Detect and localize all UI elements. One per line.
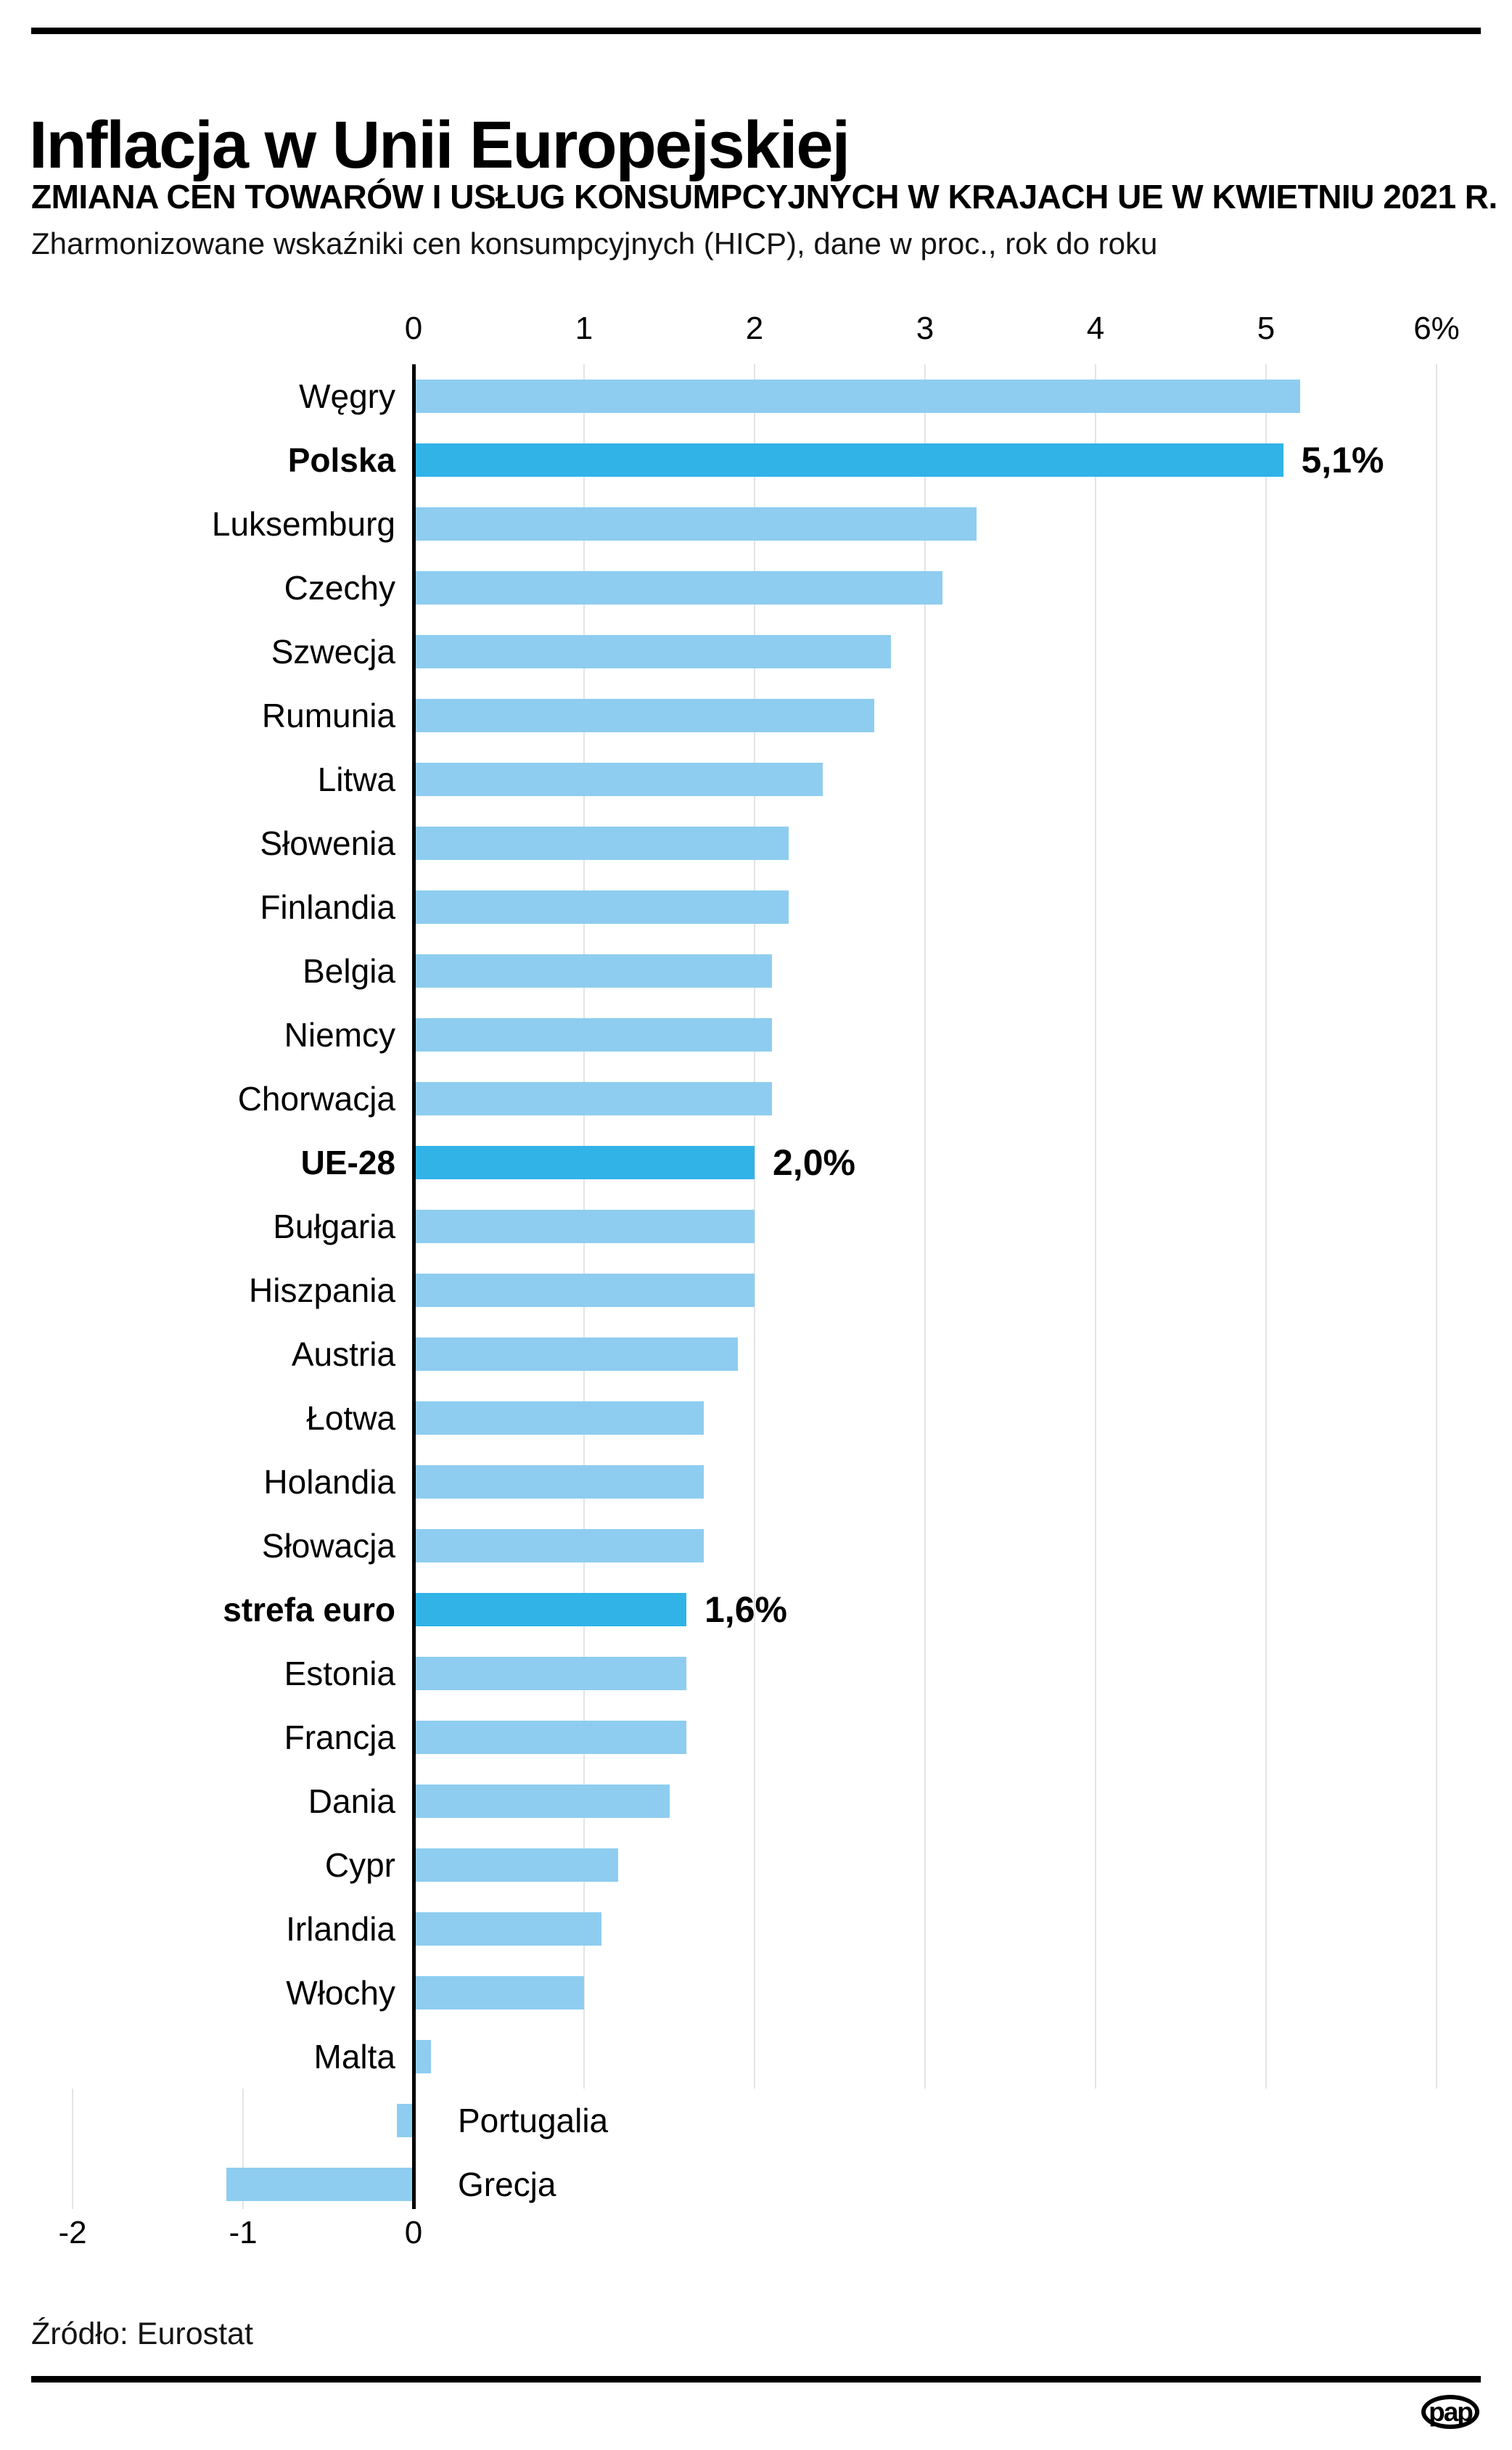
bar: [414, 827, 789, 860]
page-title: Inflacja w Unii Europejskiej: [29, 107, 850, 182]
category-label: Belgia: [303, 952, 395, 990]
category-label: Chorwacja: [237, 1080, 395, 1118]
category-label: Dania: [308, 1782, 395, 1820]
bar: [414, 1465, 704, 1499]
category-label: Malta: [313, 2038, 395, 2076]
category-label: Niemcy: [284, 1016, 395, 1054]
category-label: Finlandia: [260, 888, 395, 926]
axis-tick-label-top: 3: [916, 311, 934, 346]
category-label: Węgry: [299, 377, 395, 415]
bottom-rule: [31, 2376, 1481, 2383]
chart-gridline: [242, 2089, 244, 2209]
category-label: Czechy: [284, 569, 395, 607]
bar: [414, 1848, 618, 1882]
bar: [414, 1146, 755, 1179]
pap-logo: pap: [1421, 2395, 1479, 2429]
bar: [414, 443, 1283, 477]
chart-gridline: [1265, 364, 1267, 2089]
category-label: Włochy: [286, 1974, 395, 2012]
category-label: UE-28: [300, 1144, 395, 1181]
page-subtitle-caps: ZMIANA CEN TOWARÓW I USŁUG KONSUMPCYJNYC…: [31, 178, 1497, 216]
axis-tick-label-top: 6%: [1413, 311, 1460, 346]
bar: [414, 635, 891, 668]
top-rule: [31, 28, 1481, 34]
category-label: Grecja: [458, 2166, 556, 2203]
axis-tick-label-top: 2: [745, 311, 764, 346]
category-label: Hiszpania: [249, 1271, 395, 1309]
pap-logo-text: pap: [1429, 2397, 1474, 2427]
bar: [414, 1274, 755, 1307]
bar-value-label: 2,0%: [773, 1142, 855, 1183]
bar: [414, 1657, 686, 1690]
bar: [414, 699, 874, 732]
bar: [226, 2168, 414, 2201]
bar: [414, 1210, 755, 1243]
category-label: Holandia: [263, 1463, 395, 1501]
bar: [414, 890, 789, 924]
axis-tick-label-top: 1: [575, 311, 593, 346]
bar: [414, 763, 823, 796]
axis-tick-label-top: 4: [1086, 311, 1105, 346]
chart-gridline: [924, 364, 926, 2089]
bar: [414, 1018, 772, 1052]
axis-tick-label-bottom: -1: [229, 2215, 258, 2250]
category-label: Portugalia: [458, 2102, 609, 2139]
bar: [414, 1529, 704, 1562]
chart-gridline: [1436, 364, 1437, 2089]
category-label: Francja: [284, 1718, 395, 1756]
chart-gridline: [72, 2089, 73, 2209]
category-label: Austria: [291, 1335, 395, 1373]
category-label: Litwa: [317, 761, 395, 798]
axis-tick-label-top: 5: [1257, 311, 1275, 346]
category-label: Słowenia: [260, 824, 395, 862]
bar: [414, 1082, 772, 1115]
bar-value-label: 1,6%: [704, 1589, 787, 1630]
axis-tick-label-bottom: 0: [404, 2215, 423, 2250]
bar: [414, 507, 977, 541]
bar: [414, 1785, 670, 1818]
chart-gridline: [1095, 364, 1096, 2089]
bar: [414, 954, 772, 988]
page-subtitle: Zharmonizowane wskaźniki cen konsumpcyjn…: [31, 226, 1158, 261]
category-label: Luksemburg: [211, 505, 395, 543]
category-label: Rumunia: [261, 697, 395, 734]
category-label: Bułgaria: [273, 1208, 395, 1245]
bar: [414, 380, 1300, 413]
bar: [414, 2040, 431, 2073]
category-label: strefa euro: [223, 1591, 395, 1628]
category-label: Cypr: [324, 1846, 395, 1884]
category-label: Polska: [287, 441, 395, 479]
bar: [414, 1593, 686, 1626]
category-label: Słowacja: [261, 1527, 395, 1565]
bar: [414, 1976, 584, 2009]
chart-gridline: [754, 364, 755, 2089]
chart-axis-line: [412, 364, 416, 2209]
category-label: Szwecja: [271, 633, 395, 671]
axis-tick-label-top: 0: [404, 311, 423, 346]
axis-tick-label-bottom: -2: [58, 2215, 87, 2250]
bar: [414, 1337, 738, 1371]
bar: [414, 571, 942, 605]
category-label: Irlandia: [286, 1910, 395, 1948]
source-text: Źródło: Eurostat: [31, 2316, 253, 2351]
bar: [396, 2104, 414, 2137]
bar: [414, 1912, 601, 1946]
bar: [414, 1401, 704, 1435]
bar-value-label: 5,1%: [1301, 440, 1384, 480]
bar: [414, 1721, 686, 1754]
category-label: Estonia: [284, 1655, 395, 1692]
category-label: Łotwa: [306, 1399, 395, 1437]
